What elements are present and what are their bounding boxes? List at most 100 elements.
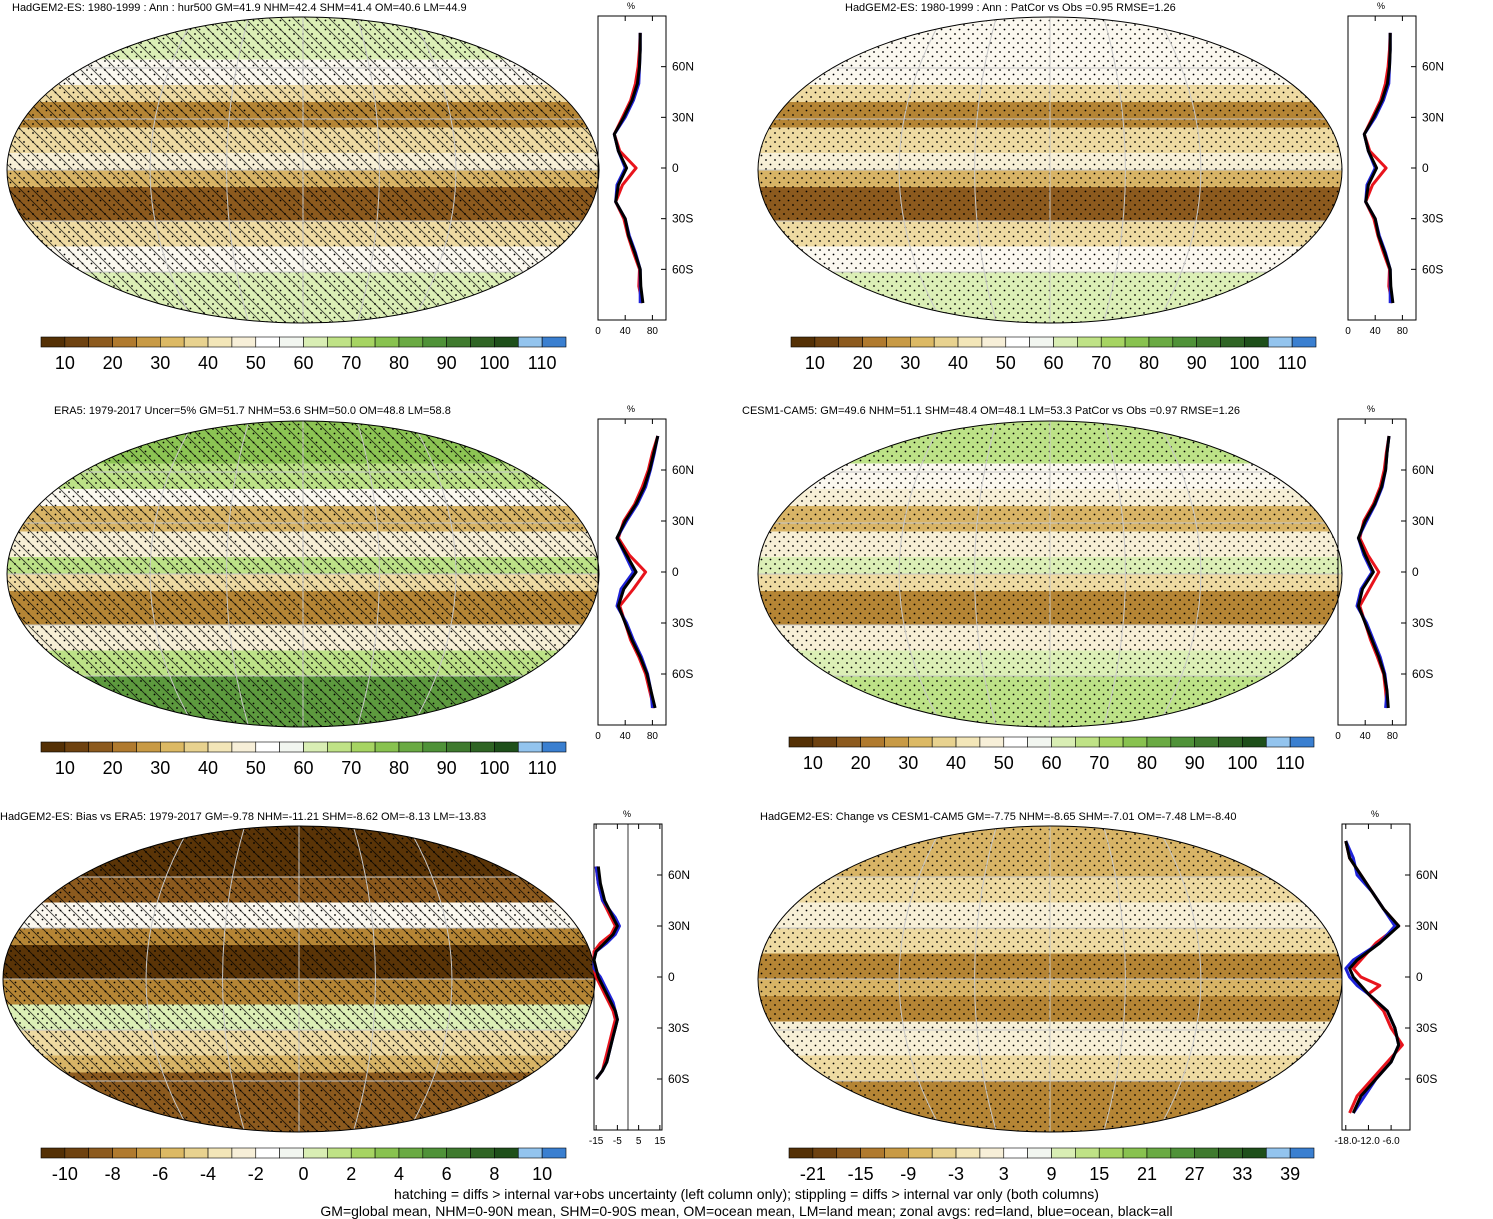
colorbar-tick-label: 50: [994, 753, 1014, 773]
colorbar-swatch: [955, 1147, 981, 1159]
colorbar-swatch: [1027, 736, 1052, 748]
zonal-y-tick-label: 60S: [1422, 262, 1443, 276]
colorbar-swatch: [1122, 736, 1148, 748]
zonal-all-line: [1362, 32, 1395, 304]
graticule-meridian: [1156, 826, 1202, 1132]
zonal-x-tick-label: 0: [1345, 326, 1351, 337]
colorbar-swatch: [836, 1147, 861, 1159]
colorbar-tick-label: 50: [246, 758, 266, 778]
map-2: [757, 16, 1343, 324]
colorbar-swatch: [957, 336, 983, 348]
graticule-meridian: [898, 17, 944, 323]
colorbar-swatch: [517, 741, 543, 753]
colorbar-tick-label: 110: [528, 758, 557, 778]
zonal-y-tick-label: 0: [1412, 565, 1419, 579]
colorbar-tick-label: 10: [55, 353, 75, 373]
colorbar-tick-label: -2: [248, 1164, 264, 1184]
colorbar-swatch: [933, 336, 959, 348]
colorbar-swatch: [88, 741, 113, 753]
zonal-x-tick-label: 40: [1370, 326, 1382, 337]
zonal-y-tick-label: 60S: [672, 262, 693, 276]
zonal-y-tick-label: 30S: [672, 616, 693, 630]
zonal-x-tick-label: 80: [647, 326, 659, 337]
colorbar-tick-label: 50: [246, 353, 266, 373]
colorbar-swatch: [160, 336, 185, 348]
colorbar-swatch: [910, 336, 935, 348]
colorbar-swatch: [1289, 1147, 1315, 1159]
colorbar-swatch: [470, 1147, 495, 1159]
colorbar-swatch: [1146, 736, 1172, 748]
colorbar-tick-label: 110: [1276, 753, 1305, 773]
colorbar-swatch: [1122, 1147, 1148, 1159]
colorbar-tick-label: 39: [1280, 1164, 1300, 1184]
colorbar-swatch: [1289, 736, 1315, 748]
zonal-x-tick-label: -5: [613, 1136, 622, 1147]
colorbar-swatch: [160, 741, 185, 753]
colorbar-swatch: [1267, 336, 1293, 348]
colorbar-tick-label: 90: [1185, 753, 1205, 773]
zonal-y-tick-label: 60S: [668, 1072, 689, 1086]
zonal-land-line: [592, 866, 617, 1080]
colorbar-tick-label: 80: [1137, 753, 1157, 773]
colorbar-swatch: [255, 1147, 280, 1159]
graticule-meridian: [1156, 17, 1202, 323]
colorbar-swatch: [255, 741, 280, 753]
colorbar-tick-label: 15: [1089, 1164, 1109, 1184]
zonal-y-tick-label: 60N: [672, 60, 694, 74]
colorbar-3: 10 20 30 40 50 60 70 80 90 100 110: [40, 741, 567, 778]
colorbar-swatch: [446, 336, 471, 348]
colorbar-1: 10 20 30 40 50 60 70 80 90 100 110: [40, 336, 567, 373]
colorbar-swatch: [860, 1147, 885, 1159]
zonal-y-tick-label: 60N: [1422, 60, 1444, 74]
colorbar-swatch: [398, 336, 424, 348]
zonal-y-tick-label: 0: [1422, 161, 1429, 175]
colorbar-swatch: [374, 336, 400, 348]
zonal-unit-label: %: [627, 1, 635, 11]
colorbar-tick-label: 8: [489, 1164, 499, 1184]
colorbar-swatch: [862, 336, 887, 348]
colorbar-swatch: [1098, 736, 1124, 748]
footer-line-2: GM=global mean, NHM=0-90N mean, SHM=0-90…: [320, 1203, 1173, 1219]
zonal-y-tick-label: 30N: [668, 919, 690, 933]
colorbar-swatch: [931, 736, 957, 748]
colorbar-swatch: [1244, 336, 1269, 348]
colorbar-swatch: [884, 736, 909, 748]
colorbar-swatch: [1003, 1147, 1028, 1159]
colorbar-tick-label: 20: [103, 353, 123, 373]
colorbar-swatch: [884, 1147, 909, 1159]
colorbar-tick-label: 10: [803, 753, 823, 773]
panel-title-1: HadGEM2-ES: 1980-1999 : Ann : hur500 GM=…: [12, 2, 467, 14]
graticule-meridian: [356, 421, 380, 727]
colorbar-tick-label: -15: [848, 1164, 874, 1184]
panel-title-3: ERA5: 1979-2017 Uncer=5% GM=51.7 NHM=53.…: [54, 405, 451, 417]
zonal-land-line: [616, 435, 660, 709]
colorbar-swatch: [860, 736, 885, 748]
zonal-y-tick-label: 60N: [668, 868, 690, 882]
colorbar-swatch: [303, 741, 328, 753]
colorbar-tick-label: 70: [1089, 753, 1109, 773]
colorbar-swatch: [812, 736, 838, 748]
colorbar-tick-label: 40: [946, 753, 966, 773]
colorbar-swatch: [112, 741, 137, 753]
colorbar-swatch: [279, 741, 304, 753]
map-outline: [6, 420, 600, 728]
zonal-unit-label: %: [1367, 404, 1375, 414]
colorbar-tick-label: 110: [528, 353, 557, 373]
colorbar-swatch: [40, 1147, 66, 1159]
colorbar-swatch: [494, 741, 519, 753]
colorbar-swatch: [207, 336, 233, 348]
colorbar-swatch: [231, 741, 257, 753]
graticule-meridian: [149, 421, 195, 727]
map-3: [6, 420, 600, 728]
colorbar-swatch: [517, 1147, 543, 1159]
zonal-frame: [597, 15, 667, 321]
map-6: [757, 825, 1343, 1133]
colorbar-tick-label: 100: [479, 353, 509, 373]
zonal-all-line: [615, 435, 660, 709]
colorbar-tick-label: 80: [389, 353, 409, 373]
colorbar-swatch: [207, 741, 233, 753]
graticule-meridian: [411, 421, 457, 727]
colorbar-swatch: [908, 1147, 933, 1159]
colorbar-tick-label: 110: [1278, 353, 1307, 373]
colorbar-tick-label: 6: [442, 1164, 452, 1184]
